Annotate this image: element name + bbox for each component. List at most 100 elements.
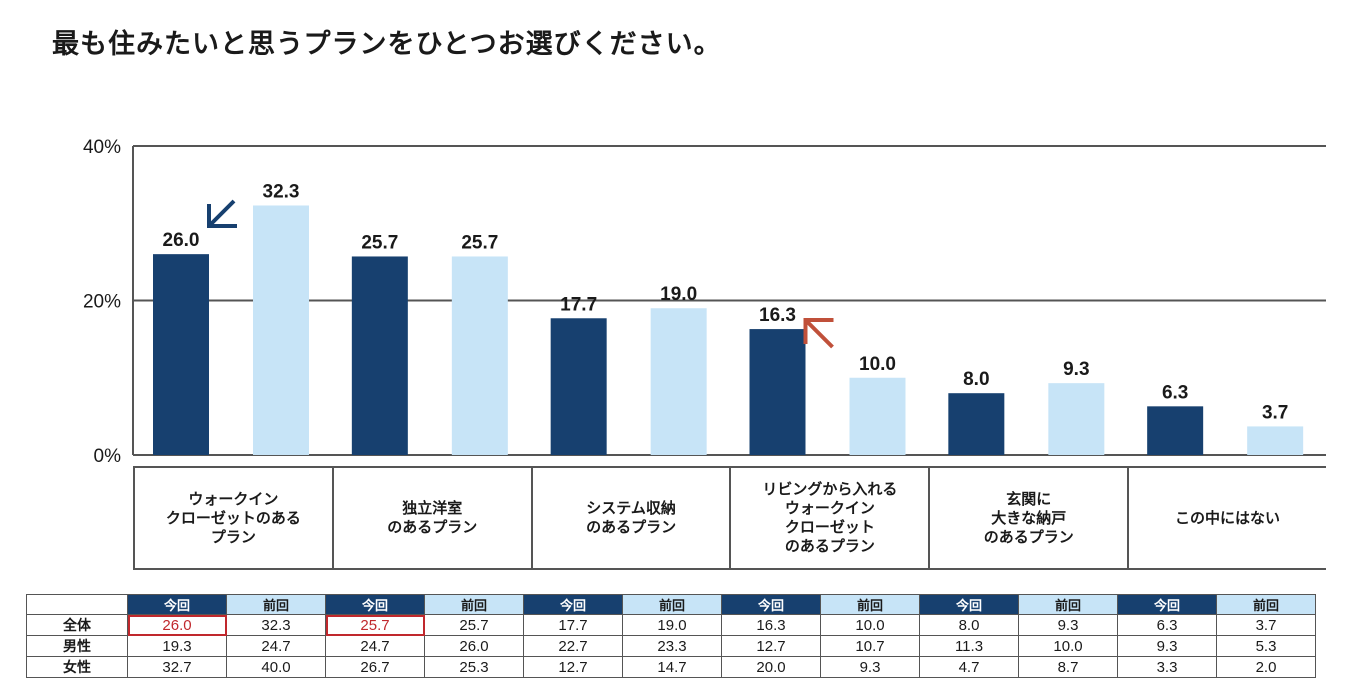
table-cell: 9.3 [1117,635,1217,657]
table-row: 女性 32.7 40.0 26.7 25.3 12.7 14.7 20.0 9.3 4.7 8.7 3… [26,656,1316,678]
column-header: 前回 [1216,594,1316,615]
column-header: 今回 [1117,594,1217,615]
table-cell: 10.7 [820,635,920,657]
data-label: 25.7 [461,232,498,253]
table-cell: 40.0 [226,656,326,678]
table-cell: 3.3 [1117,656,1217,678]
bar-previous [451,256,508,455]
table-cell: 22.7 [523,635,623,657]
bar-chart: 0% 20% 40% 26.0 25.7 17.7 16.3 8.0 6.3 32.3 25.7 1… [83,137,1326,467]
bar-current [351,256,408,455]
table-cell: 26.0 [424,635,524,657]
bar-current [948,393,1005,455]
bar-previous [253,205,309,455]
table-cell: 16.3 [721,614,821,636]
row-label: 全体 [26,614,128,636]
bar-current [749,329,806,455]
table-cell: 20.0 [721,656,821,678]
row-label: 男性 [26,635,128,657]
table-cell: 11.3 [919,635,1019,657]
table-row: 男性 19.3 24.7 24.7 26.0 22.7 23.3 12.7 10.7 11.3 10… [26,635,1316,657]
data-label: 17.7 [560,294,597,315]
table-cell: 25.7 [325,614,425,636]
table-cell: 10.0 [1018,635,1118,657]
y-axis-ticks: 0% 20% 40% [83,137,121,467]
table-cell: 32.7 [127,656,227,678]
table-cell: 2.0 [1216,656,1316,678]
table-cell: 25.7 [424,614,524,636]
table-cell: 24.7 [226,635,326,657]
data-label: 25.7 [361,232,398,253]
category-label: 独立洋室 のあるプラン [334,468,533,568]
data-label: 3.7 [1262,402,1288,423]
data-label: 16.3 [759,305,796,326]
y-tick-label: 40% [83,137,121,158]
data-label: 10.0 [859,354,896,375]
table-cell: 26.0 [127,614,227,636]
table-cell: 9.3 [820,656,920,678]
data-labels: 26.0 25.7 17.7 16.3 8.0 6.3 32.3 25.7 19.0 10.0 9.… [163,181,1289,423]
data-label: 8.0 [963,369,989,390]
data-table: 今回 前回 今回 前回 今回 前回 今回 前回 今回 前回 今回 前回 全体 26.0 32.3 25.7 2… [26,594,1316,678]
data-label: 32.3 [263,181,300,202]
table-cell: 17.7 [523,614,623,636]
arrow-up-icon [803,318,834,344]
table-cell: 6.3 [1117,614,1217,636]
table-cell: 24.7 [325,635,425,657]
column-header: 今回 [325,594,425,615]
table-cell: 8.7 [1018,656,1118,678]
y-tick-label: 0% [94,446,122,467]
arrow-down-icon [209,199,236,226]
table-header-row: 今回 前回 今回 前回 今回 前回 今回 前回 今回 前回 今回 前回 [26,594,1316,615]
annotations [207,199,834,349]
table-cell: 12.7 [523,656,623,678]
column-header: 前回 [226,594,326,615]
column-header: 今回 [523,594,623,615]
table-corner-cell [26,594,128,615]
arrow-up-icon [806,320,834,349]
column-header: 前回 [820,594,920,615]
column-header: 今回 [721,594,821,615]
bar-current [550,318,607,455]
bar-current [153,254,209,455]
table-cell: 9.3 [1018,614,1118,636]
data-label: 26.0 [163,230,200,251]
column-header: 前回 [424,594,524,615]
data-label: 19.0 [660,284,697,305]
table-cell: 8.0 [919,614,1019,636]
table-cell: 12.7 [721,635,821,657]
column-header: 前回 [1018,594,1118,615]
y-tick-label: 20% [83,292,121,313]
table-cell: 23.3 [622,635,722,657]
bar-previous [650,308,707,455]
table-cell: 19.0 [622,614,722,636]
column-header: 前回 [622,594,722,615]
table-cell: 25.3 [424,656,524,678]
bar-previous [849,377,906,455]
table-cell: 26.7 [325,656,425,678]
bars [153,205,1304,455]
table-cell: 10.0 [820,614,920,636]
arrow-down-icon [207,204,237,228]
category-label: システム収納 のあるプラン [533,468,732,568]
category-axis: ウォークイン クローゼットのある プラン 独立洋室 のあるプラン システム収納 のあ… [133,466,1326,570]
column-header: 今回 [127,594,227,615]
category-label: 玄関に 大きな納戸 のあるプラン [930,468,1130,568]
column-header: 今回 [919,594,1019,615]
bar-previous [1048,383,1105,455]
table-row: 全体 26.0 32.3 25.7 25.7 17.7 19.0 16.3 10.0 8.0 9.3… [26,614,1316,636]
data-label: 9.3 [1063,359,1089,380]
table-cell: 3.7 [1216,614,1316,636]
category-label: ウォークイン クローゼットのある プラン [135,468,334,568]
gridlines [132,145,1326,456]
table-cell: 32.3 [226,614,326,636]
table-cell: 14.7 [622,656,722,678]
table-cell: 19.3 [127,635,227,657]
page-title: 最も住みたいと思うプランをひとつお選びください。 [52,29,722,60]
category-label: この中にはない [1175,508,1281,527]
data-label: 6.3 [1162,382,1188,403]
bar-previous [1247,426,1304,455]
table-cell: 4.7 [919,656,1019,678]
row-label: 女性 [26,656,128,678]
table-cell: 5.3 [1216,635,1316,657]
